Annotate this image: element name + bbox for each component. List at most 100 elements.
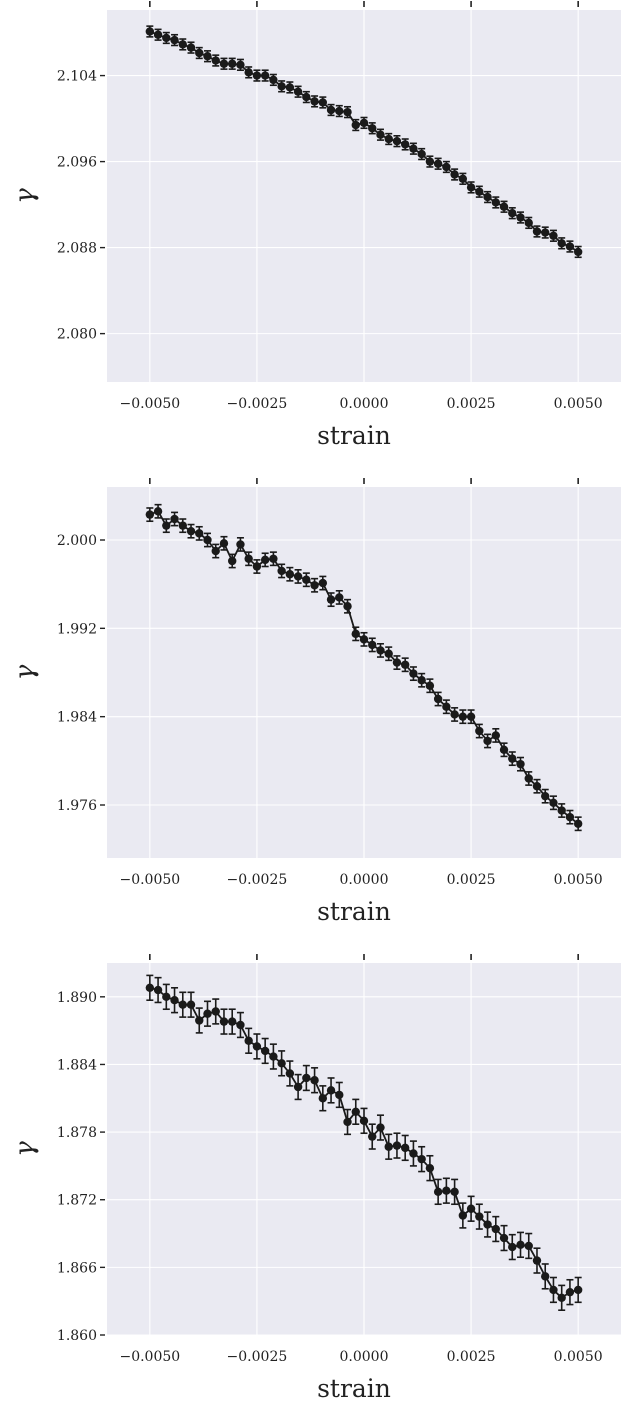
x-tick-label: 0.0000 — [340, 1349, 389, 1365]
data-point — [458, 1211, 468, 1220]
data-point — [162, 521, 171, 530]
data-point — [359, 118, 369, 128]
data-point — [269, 554, 278, 563]
data-point — [153, 985, 163, 995]
data-point — [433, 694, 443, 704]
data-point — [508, 209, 517, 218]
data-point — [541, 791, 550, 801]
data-point — [178, 40, 187, 49]
data-point — [302, 92, 311, 102]
data-point — [302, 1073, 311, 1083]
data-point — [178, 521, 187, 530]
data-point — [384, 134, 393, 144]
data-point — [450, 1187, 459, 1197]
data-point — [285, 570, 295, 579]
data-point — [219, 539, 229, 548]
x-tick-label: 0.0025 — [447, 1349, 496, 1365]
chart-panel-3: 1.860 1.866 1.872 1.878 1.884 1.890 −0.0050 −0.… — [10, 954, 621, 1403]
data-point — [466, 712, 476, 721]
data-point — [499, 202, 509, 211]
data-point — [219, 59, 229, 68]
data-point — [343, 107, 352, 117]
data-point — [195, 529, 204, 538]
data-point — [310, 97, 319, 106]
data-point — [400, 660, 410, 669]
y-tick-label: 1.890 — [57, 990, 97, 1006]
data-point — [302, 575, 311, 584]
x-tick-label: 0.0025 — [447, 872, 496, 888]
x-tick-label: 0.0050 — [554, 872, 603, 888]
data-point — [532, 782, 542, 791]
data-point — [269, 75, 278, 85]
data-point — [384, 649, 393, 658]
data-point — [417, 676, 426, 685]
x-tick-label: −0.0050 — [119, 1349, 180, 1365]
data-point — [335, 106, 344, 116]
data-point — [277, 82, 286, 91]
x-tick-label: 0.0050 — [554, 1349, 603, 1365]
data-point — [384, 1142, 393, 1151]
data-point — [170, 35, 179, 45]
data-point — [573, 1285, 583, 1295]
data-point — [211, 1007, 220, 1016]
data-point — [277, 566, 286, 576]
data-point — [260, 1046, 270, 1056]
data-point — [211, 56, 220, 65]
data-point — [236, 540, 245, 549]
data-point — [400, 1143, 410, 1153]
data-point — [524, 774, 533, 783]
data-point — [557, 1293, 566, 1303]
data-point — [483, 192, 492, 202]
data-point — [442, 162, 451, 172]
data-point — [491, 1224, 500, 1234]
y-tick-label: 1.992 — [57, 621, 97, 637]
data-point — [524, 1241, 533, 1251]
chart-panel-1: 2.080 2.088 2.096 2.104 −0.0050 −0.0025 0.0000… — [10, 1, 621, 450]
data-point — [368, 1132, 377, 1141]
data-point — [376, 646, 385, 655]
data-point — [466, 183, 476, 192]
data-point — [442, 1186, 451, 1195]
data-point — [541, 228, 550, 237]
y-tick-label: 1.860 — [57, 1328, 97, 1344]
data-point — [195, 48, 204, 58]
data-point — [458, 712, 468, 721]
data-point — [285, 83, 295, 92]
data-point — [244, 1036, 253, 1045]
data-point — [573, 819, 583, 828]
y-tick-label: 2.088 — [57, 241, 97, 257]
data-point — [318, 578, 328, 588]
data-point — [145, 510, 155, 519]
x-tick-label: 0.0025 — [447, 396, 496, 412]
data-point — [310, 1076, 319, 1085]
data-point — [153, 30, 163, 39]
data-point — [508, 754, 517, 763]
data-point — [170, 514, 179, 524]
x-axis-label: strain — [317, 421, 391, 450]
x-tick-label: −0.0025 — [227, 872, 288, 888]
data-point — [186, 43, 196, 52]
data-point — [425, 157, 435, 166]
y-tick-label: 1.878 — [57, 1125, 97, 1141]
data-point — [228, 1017, 237, 1026]
data-point — [228, 556, 237, 566]
data-point — [549, 798, 558, 807]
data-point — [466, 1204, 476, 1213]
data-point — [409, 1149, 418, 1158]
data-point — [195, 1016, 204, 1025]
data-point — [565, 242, 575, 251]
data-point — [335, 593, 344, 602]
data-point — [211, 546, 220, 556]
data-point — [549, 231, 558, 240]
data-point — [162, 992, 171, 1002]
data-point — [549, 1285, 558, 1295]
x-tick-label: −0.0050 — [119, 872, 180, 888]
data-point — [483, 1220, 492, 1229]
data-point — [516, 1240, 525, 1250]
x-tick-label: −0.0025 — [227, 1349, 288, 1365]
data-point — [203, 1009, 212, 1018]
data-point — [293, 87, 303, 96]
x-tick-label: 0.0000 — [340, 396, 389, 412]
y-tick-label: 2.104 — [57, 69, 97, 85]
